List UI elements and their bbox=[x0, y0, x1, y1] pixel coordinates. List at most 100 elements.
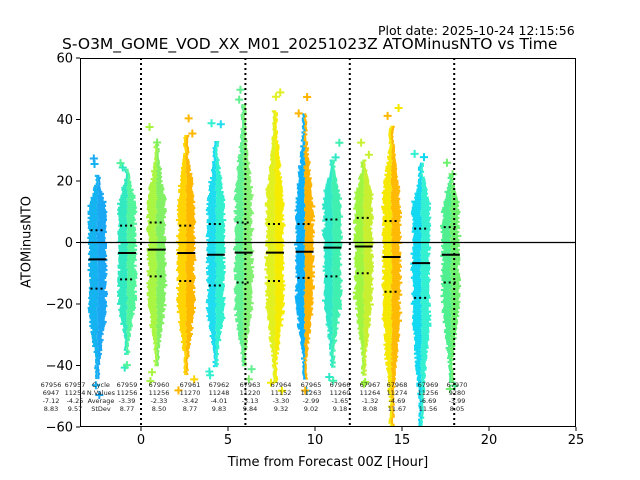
stat-nvalues: 11260 bbox=[330, 389, 351, 397]
data-band bbox=[183, 154, 186, 158]
data-band bbox=[413, 220, 422, 223]
data-band bbox=[333, 327, 339, 330]
data-band bbox=[325, 221, 334, 224]
data-band bbox=[322, 219, 332, 222]
data-band bbox=[274, 196, 283, 199]
data-band bbox=[323, 249, 332, 252]
data-band bbox=[235, 200, 243, 203]
data-band bbox=[183, 366, 186, 370]
data-band bbox=[117, 202, 127, 205]
data-band bbox=[126, 348, 129, 351]
data-band bbox=[185, 292, 195, 296]
data-band bbox=[354, 255, 365, 258]
data-band bbox=[359, 329, 364, 332]
data-band bbox=[275, 378, 279, 381]
data-band bbox=[118, 222, 128, 225]
data-band bbox=[443, 216, 452, 219]
data-band bbox=[275, 112, 278, 115]
series-67959 bbox=[145, 123, 168, 386]
data-band bbox=[120, 268, 129, 271]
data-band bbox=[295, 217, 305, 220]
data-band bbox=[95, 370, 98, 374]
data-band bbox=[329, 159, 333, 162]
data-band bbox=[97, 196, 104, 199]
data-band bbox=[266, 194, 275, 197]
data-band bbox=[450, 264, 459, 268]
data-band bbox=[206, 239, 216, 242]
data-band bbox=[382, 269, 392, 272]
data-band bbox=[126, 328, 132, 331]
data-band bbox=[243, 296, 253, 299]
data-band bbox=[382, 197, 392, 200]
data-band bbox=[270, 158, 275, 161]
data-band bbox=[237, 316, 245, 319]
data-band bbox=[238, 164, 244, 167]
data-band bbox=[440, 282, 451, 286]
data-band bbox=[127, 298, 138, 301]
data-band bbox=[184, 140, 187, 144]
data-band bbox=[272, 134, 275, 137]
data-band bbox=[181, 346, 186, 350]
data-band bbox=[360, 351, 364, 354]
data-band bbox=[411, 292, 421, 295]
data-band bbox=[331, 183, 338, 186]
data-band bbox=[364, 349, 368, 352]
data-band bbox=[179, 322, 186, 326]
data-band bbox=[123, 168, 127, 171]
data-band bbox=[212, 347, 216, 350]
data-band bbox=[416, 190, 422, 193]
data-band bbox=[212, 155, 216, 158]
data-band bbox=[274, 158, 280, 161]
data-band bbox=[274, 372, 277, 375]
data-band bbox=[392, 289, 402, 292]
data-band bbox=[178, 308, 187, 312]
data-band bbox=[157, 308, 166, 311]
data-band bbox=[383, 185, 392, 188]
data-band bbox=[332, 177, 337, 180]
data-band bbox=[274, 218, 285, 221]
data-band bbox=[296, 203, 306, 206]
data-band bbox=[391, 209, 402, 212]
data-band bbox=[392, 267, 400, 270]
data-band bbox=[151, 318, 157, 321]
data-band bbox=[212, 163, 216, 166]
data-band bbox=[272, 372, 275, 375]
data-band bbox=[237, 176, 244, 179]
data-band bbox=[275, 156, 280, 159]
data-band bbox=[185, 370, 188, 374]
data-band bbox=[119, 314, 127, 317]
data-band bbox=[90, 198, 98, 201]
data-band bbox=[303, 165, 310, 168]
data-band bbox=[362, 349, 365, 352]
data-band bbox=[295, 197, 305, 200]
data-band bbox=[298, 177, 306, 180]
data-band bbox=[97, 372, 101, 376]
data-band bbox=[94, 366, 97, 370]
data-band bbox=[180, 330, 186, 334]
data-band bbox=[362, 285, 372, 288]
data-band bbox=[416, 384, 421, 387]
data-band bbox=[242, 160, 249, 163]
data-band bbox=[117, 282, 128, 285]
data-band bbox=[265, 294, 275, 297]
data-band bbox=[419, 176, 423, 179]
data-band bbox=[305, 161, 311, 164]
data-band bbox=[421, 342, 428, 345]
data-band bbox=[330, 165, 334, 168]
data-band bbox=[268, 182, 276, 185]
data-band bbox=[127, 336, 130, 339]
data-band bbox=[274, 178, 282, 181]
outlier-point bbox=[207, 119, 216, 128]
data-band bbox=[384, 213, 393, 216]
data-band bbox=[187, 220, 197, 224]
data-band bbox=[421, 408, 424, 411]
data-band bbox=[305, 163, 310, 166]
data-band bbox=[215, 245, 225, 248]
data-band bbox=[327, 335, 332, 338]
data-band bbox=[362, 159, 365, 162]
data-band bbox=[421, 192, 428, 195]
data-band bbox=[182, 156, 186, 160]
data-band bbox=[333, 279, 343, 282]
data-band bbox=[450, 214, 458, 217]
data-band bbox=[156, 166, 161, 169]
